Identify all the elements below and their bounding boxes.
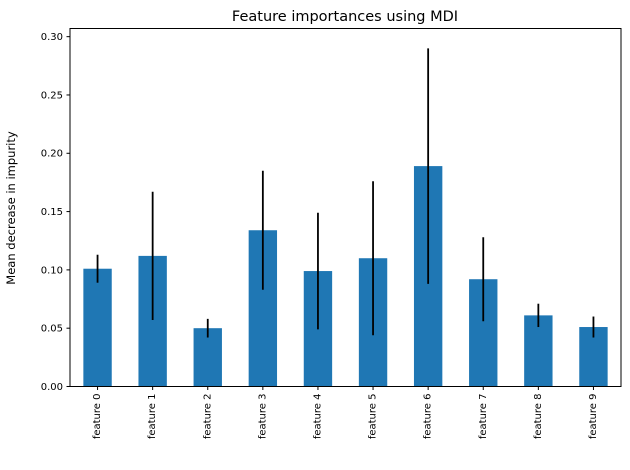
x-tick-label: feature 8 — [533, 394, 544, 440]
x-tick-label: feature 9 — [588, 394, 599, 440]
y-tick-label: 0.20 — [41, 149, 63, 160]
y-tick-label: 0.10 — [41, 265, 63, 276]
y-tick-label: 0.25 — [41, 90, 63, 101]
axes-frame — [69, 28, 622, 387]
axes-group: 0.00 0.05 0.10 0.15 0.20 0.25 0.30 feature 0 fea… — [41, 28, 622, 440]
y-tick-label: 0.05 — [41, 324, 63, 335]
error-bars-group — [96, 48, 595, 338]
y-tick-label: 0.00 — [41, 382, 63, 393]
x-tick-label: feature 1 — [147, 394, 158, 440]
bar-feature-8 — [524, 315, 553, 387]
x-tick-label: feature 3 — [257, 394, 268, 440]
y-axis-label: Mean decrease in impurity — [4, 131, 18, 285]
chart-title: Feature importances using MDI — [232, 9, 458, 25]
bar-feature-0 — [83, 268, 112, 387]
x-tick-label: feature 2 — [202, 394, 213, 440]
y-tick-label: 0.30 — [41, 32, 63, 43]
y-tick-label: 0.15 — [41, 207, 63, 218]
bar-feature-2 — [193, 328, 222, 387]
x-tick-label: feature 5 — [368, 394, 379, 440]
x-tick-label: feature 6 — [423, 394, 434, 440]
x-tick-label: feature 4 — [312, 394, 323, 440]
x-tick-label: feature 7 — [478, 394, 489, 440]
x-tick-label: feature 0 — [92, 394, 103, 440]
bars-group — [83, 166, 608, 387]
